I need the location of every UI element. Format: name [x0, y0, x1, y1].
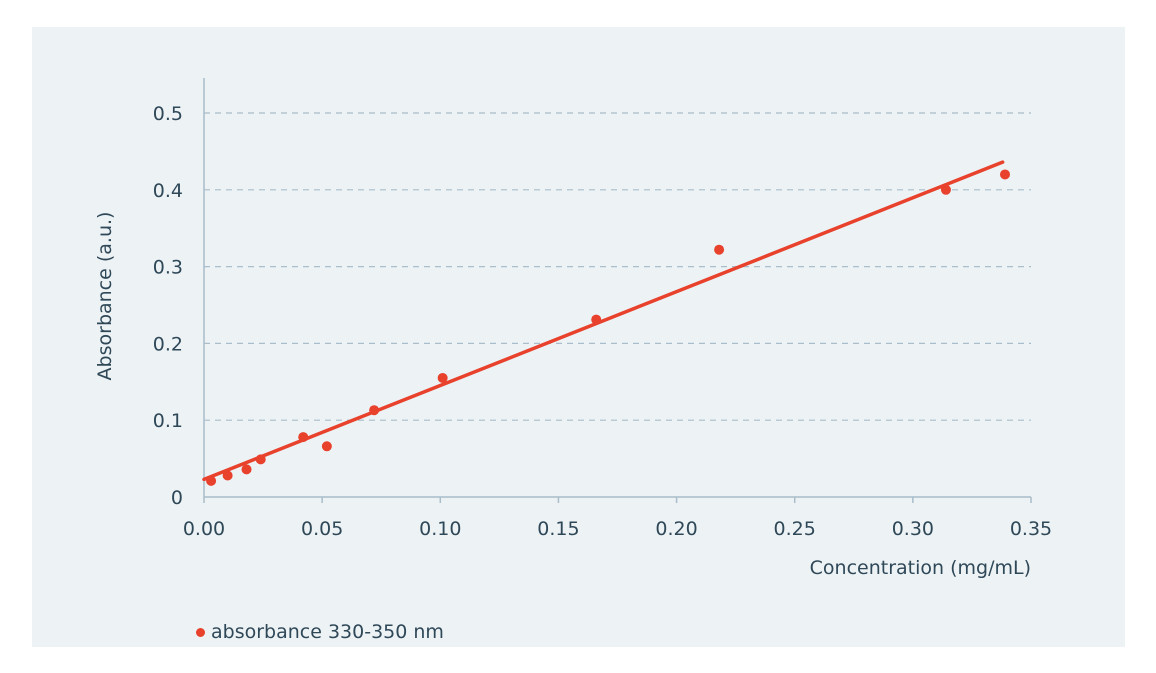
tick-labels: 0 0.1 0.2 0.3 0.4 0.5 0.00 0.05 0.10 0.15 0.20 0.25…	[153, 103, 1052, 540]
legend-label: absorbance 330-350 nm	[211, 621, 444, 643]
y-tick-label: 0.3	[153, 257, 183, 279]
data-points	[206, 169, 1011, 486]
y-axis-title: Absorbance (a.u.)	[94, 212, 116, 381]
data-point	[591, 314, 602, 325]
x-axis-title: Concentration (mg/mL)	[810, 557, 1031, 579]
data-point	[206, 475, 217, 486]
x-tick-label: 0.05	[301, 518, 343, 540]
y-tick-label: 0.2	[153, 333, 183, 355]
data-point	[1000, 169, 1011, 180]
axes	[203, 78, 1032, 503]
x-tick-label: 0.35	[1010, 518, 1052, 540]
data-point	[255, 454, 266, 465]
trendline-group	[202, 160, 1005, 482]
data-point	[222, 470, 233, 481]
legend: absorbance 330-350 nm	[196, 621, 444, 643]
y-tick-label: 0.5	[153, 103, 183, 125]
data-point	[714, 244, 725, 255]
y-tick-label: 0	[171, 487, 183, 509]
data-point	[437, 372, 448, 383]
data-point	[241, 464, 252, 475]
x-tick-label: 0.30	[892, 518, 934, 540]
x-tick-label: 0.00	[183, 518, 225, 540]
gridlines	[204, 112, 1031, 421]
x-tick-label: 0.25	[774, 518, 816, 540]
x-tick-label: 0.10	[419, 518, 461, 540]
data-point	[369, 405, 380, 416]
data-point	[940, 184, 951, 195]
data-point	[298, 432, 309, 443]
x-tick-label: 0.20	[655, 518, 697, 540]
y-tick-label: 0.4	[153, 180, 183, 202]
trendline	[202, 160, 1005, 482]
x-tick-label: 0.15	[537, 518, 579, 540]
legend-marker	[196, 627, 205, 637]
chart-panel	[32, 27, 1125, 647]
data-point	[321, 441, 332, 452]
y-tick-label: 0.1	[153, 410, 183, 432]
